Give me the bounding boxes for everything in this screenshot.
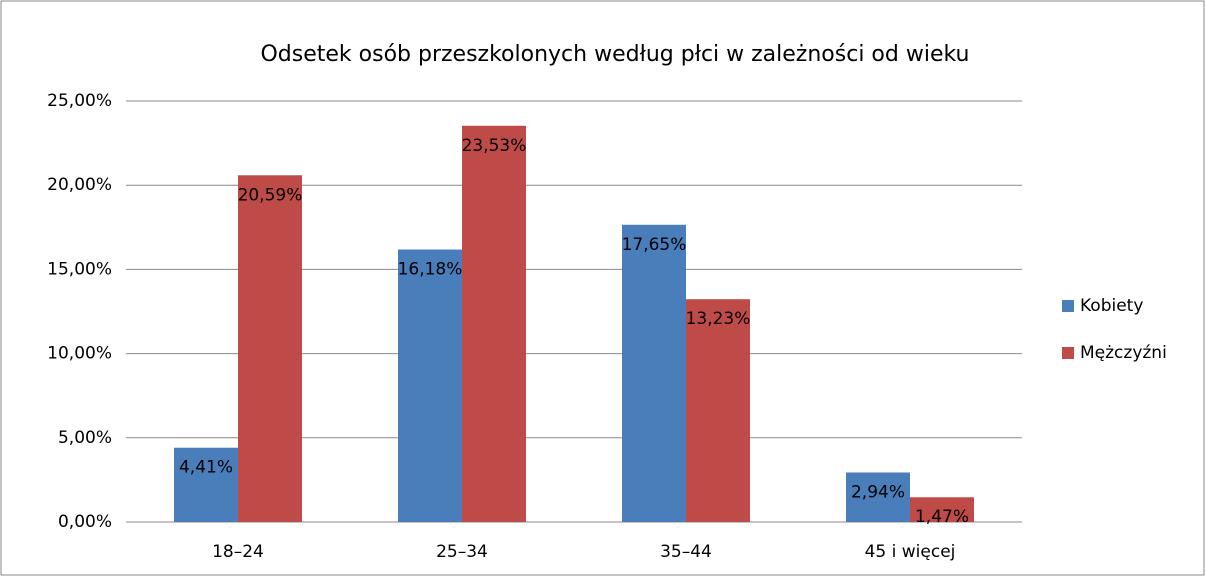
x-tick-label: 25–34	[436, 542, 488, 562]
bar	[238, 175, 302, 522]
data-label: 13,23%	[686, 309, 751, 329]
bar	[622, 224, 686, 523]
data-label: 23,53%	[462, 136, 527, 156]
y-tick-label: 0,00%	[58, 512, 112, 532]
chart-title: Odsetek osób przeszkolonych według płci …	[260, 42, 969, 67]
y-tick-label: 15,00%	[47, 259, 112, 279]
bar	[398, 249, 462, 522]
legend-label: Mężczyźni	[1080, 343, 1167, 363]
bar	[174, 447, 238, 522]
y-tick-label: 5,00%	[58, 428, 112, 448]
x-tick-label: 35–44	[660, 542, 712, 562]
bar	[846, 472, 910, 522]
legend-label: Kobiety	[1080, 296, 1143, 316]
data-label: 4,41%	[179, 458, 233, 478]
x-tick-label: 18–24	[212, 542, 264, 562]
bar	[686, 299, 750, 522]
data-label: 16,18%	[398, 260, 463, 280]
x-tick-label: 45 i więcej	[865, 542, 956, 562]
data-label: 1,47%	[915, 507, 969, 527]
bar	[910, 497, 974, 522]
data-label: 2,94%	[851, 482, 905, 502]
y-tick-label: 10,00%	[47, 344, 112, 364]
legend-swatch	[1062, 347, 1074, 359]
data-label: 17,65%	[622, 235, 687, 255]
data-label: 20,59%	[238, 185, 303, 205]
y-tick-label: 20,00%	[47, 175, 112, 195]
bar	[462, 125, 526, 523]
legend-swatch	[1062, 300, 1074, 312]
y-tick-label: 25,00%	[47, 91, 112, 111]
